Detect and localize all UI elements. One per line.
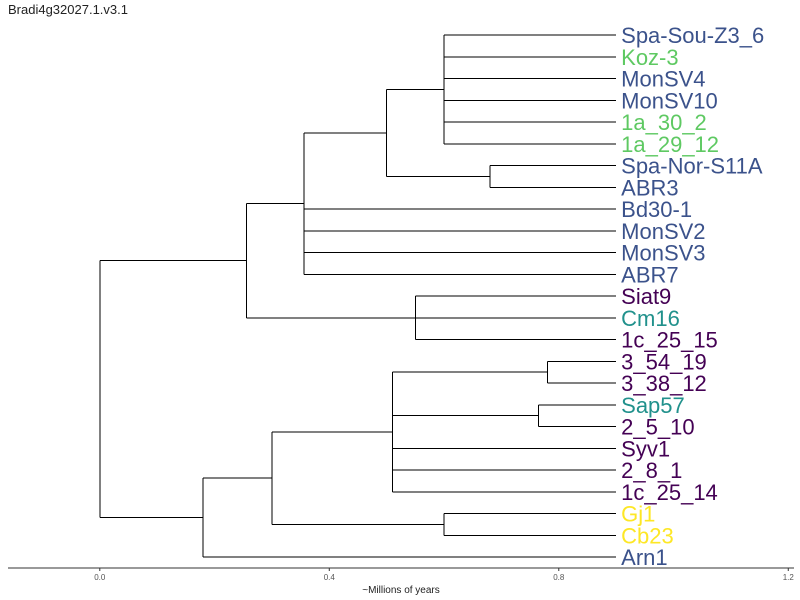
leaf-label: Syv1 bbox=[621, 436, 670, 461]
leaf-label: Gj1 bbox=[621, 502, 655, 527]
x-axis-title: ~Millions of years bbox=[362, 585, 440, 596]
leaf-label: 1a_29_12 bbox=[621, 132, 719, 157]
leaf-label: 2_5_10 bbox=[621, 415, 694, 440]
x-tick-label: 0.0 bbox=[94, 573, 106, 582]
leaf-label: 3_38_12 bbox=[621, 371, 707, 396]
x-axis: ~Millions of years 0.0 0.4 0.8 1.2 bbox=[8, 567, 795, 596]
leaf-label: MonSV4 bbox=[621, 67, 705, 92]
leaf-label: Siat9 bbox=[621, 284, 671, 309]
x-tick-label: 0.4 bbox=[324, 573, 336, 582]
leaf-label: ABR7 bbox=[621, 262, 678, 287]
leaf-label: 2_8_1 bbox=[621, 458, 682, 483]
x-tick-label: 0.8 bbox=[553, 573, 565, 582]
leaf-label: MonSV2 bbox=[621, 219, 705, 244]
leaf-label: Spa-Sou-Z3_6 bbox=[621, 23, 764, 48]
leaf-label: ABR3 bbox=[621, 175, 678, 200]
leaf-label: MonSV10 bbox=[621, 88, 718, 113]
leaf-label: MonSV3 bbox=[621, 241, 705, 266]
chart-title: Bradi4g32027.1.v3.1 bbox=[8, 2, 128, 17]
leaf-label: Arn1 bbox=[621, 545, 667, 570]
tree-branches bbox=[99, 34, 617, 558]
leaf-label: Koz-3 bbox=[621, 45, 678, 70]
leaf-labels: Spa-Sou-Z3_6Koz-3MonSV4MonSV101a_30_21a_… bbox=[621, 23, 764, 570]
leaf-label: 3_54_19 bbox=[621, 349, 707, 374]
leaf-label: Sap57 bbox=[621, 393, 685, 418]
leaf-label: Cb23 bbox=[621, 523, 674, 548]
leaf-label: Spa-Nor-S11A bbox=[621, 154, 763, 179]
leaf-label: Bd30-1 bbox=[621, 197, 692, 222]
leaf-label: 1c_25_14 bbox=[621, 480, 718, 505]
leaf-label: Cm16 bbox=[621, 306, 680, 331]
leaf-label: 1c_25_15 bbox=[621, 328, 718, 353]
x-tick-label: 1.2 bbox=[783, 573, 795, 582]
leaf-label: 1a_30_2 bbox=[621, 110, 707, 135]
